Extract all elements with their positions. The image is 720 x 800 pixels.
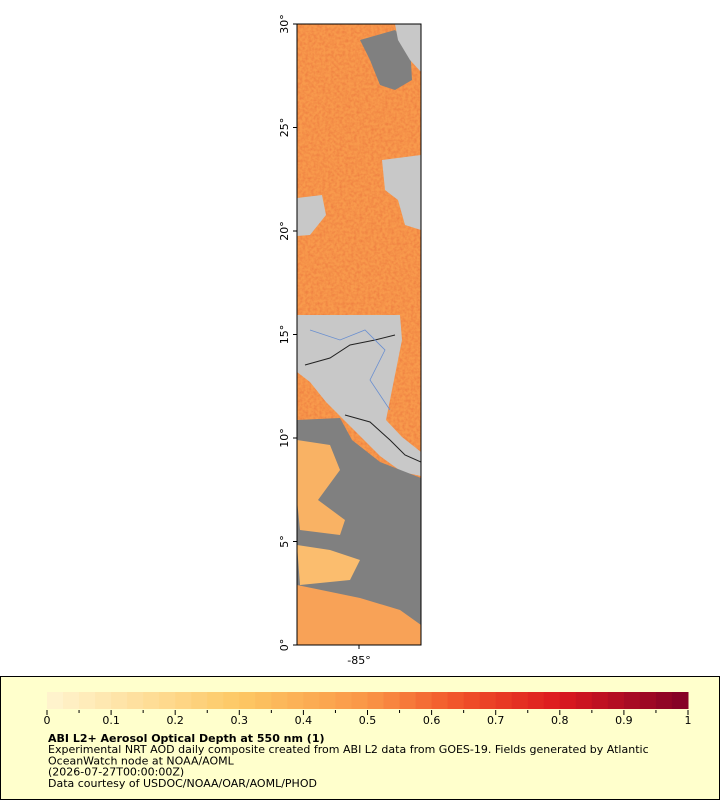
aod-patch [297,440,345,535]
colorbar-tick-label: 0.6 [423,714,441,727]
colorbar-tick-label: 0 [44,714,51,727]
colorbar-step [559,692,577,709]
colorbar-step [671,692,689,709]
colorbar-tick-label: 0.3 [231,714,249,727]
colorbar-step [399,692,417,709]
lat-tick-label: 20° [278,221,291,241]
colorbar-step [495,692,513,709]
colorbar-step [143,692,160,709]
lat-tick-label: 25° [278,118,291,138]
colorbar-step [95,692,112,709]
colorbar-step [47,692,64,709]
colorbar-tick-label: 1 [685,714,692,727]
colorbar-step [255,692,272,709]
aod-patch [297,545,360,585]
colorbar-step [79,692,96,709]
caption-line: Experimental NRT AOD daily composite cre… [48,743,649,756]
lat-tick-label: 30° [278,14,291,34]
no-data [360,30,412,90]
colorbar-tick-label: 0.8 [551,714,569,727]
colorbar-step [575,692,593,709]
land [395,24,421,72]
colorbar-step [223,692,240,709]
colorbar-step [175,692,192,709]
land [297,195,326,236]
colorbar-step [303,692,320,709]
colorbar-step [479,692,497,709]
border [344,414,421,463]
colorbar-step [511,692,529,709]
border [304,334,396,366]
colorbar-step [447,692,465,709]
colorbar-step [127,692,144,709]
colorbar-step [623,692,641,709]
colorbar-tick-label: 0.4 [295,714,313,727]
colorbar-step [111,692,128,709]
colorbar-step [335,692,352,709]
river [309,329,391,411]
colorbar-step [287,692,304,709]
caption-title: ABI L2+ Aerosol Optical Depth at 550 nm … [48,732,325,745]
colorbar-tick-label: 0.5 [359,714,377,727]
colorbar-step [655,692,673,709]
land [382,155,421,230]
colorbar-step [207,692,224,709]
colorbar-step [463,692,481,709]
colorbar-step [415,692,433,709]
caption-line: Data courtesy of USDOC/NOAA/OAR/AOML/PHO… [48,777,317,790]
colorbar-step [239,692,256,709]
colorbar-step [607,692,625,709]
colorbar-step [63,692,80,709]
lat-tick-label: 10° [278,428,291,448]
lon-tick-label: -85° [347,654,370,667]
colorbar-tick-label: 0.2 [166,714,184,727]
lat-tick-label: 5° [278,535,291,548]
colorbar-step [351,692,368,709]
colorbar-step [527,692,545,709]
aod-patch [297,585,421,645]
colorbar-step [367,692,385,709]
lat-tick-label: 15° [278,325,291,345]
colorbar-step [319,692,336,709]
colorbar-step [639,692,657,709]
caption-line: OceanWatch node at NOAA/AOML [48,754,235,767]
colorbar-step [431,692,449,709]
colorbar-tick-label: 0.7 [487,714,505,727]
map [297,24,421,645]
colorbar-step [191,692,208,709]
land [297,315,421,476]
colorbar-step [159,692,176,709]
colorbar-step [383,692,401,709]
colorbar-step [271,692,288,709]
colorbar-tick-label: 0.9 [615,714,633,727]
colorbar-tick-label: 0.1 [102,714,120,727]
lat-tick-label: 0° [278,639,291,652]
caption-line: (2026-07-27T00:00:00Z) [48,766,184,779]
colorbar-step [591,692,609,709]
colorbar-step [543,692,561,709]
